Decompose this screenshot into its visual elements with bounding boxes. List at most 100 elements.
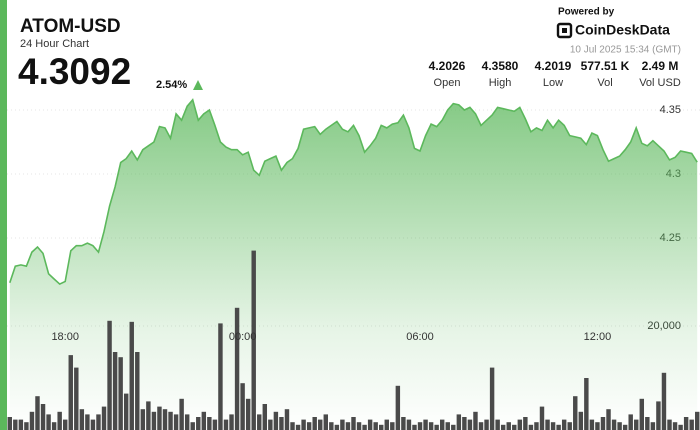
volume-bar [135,352,140,430]
volume-bar [506,422,511,430]
volume-bar [295,424,301,430]
volume-bar [157,406,162,430]
volume-bar [650,422,656,430]
volume-bar [18,419,24,430]
volume-bar [245,398,251,430]
x-tick-label: 18:00 [51,331,79,343]
volume-bar [218,323,223,430]
volume-bar [240,383,245,430]
volume-bar [678,424,683,430]
volume-bar [35,396,40,430]
x-tick-label: 12:00 [584,331,612,343]
accent-bar [0,0,7,430]
volume-bar [273,411,279,430]
x-tick-label: 06:00 [406,331,434,343]
volume-bar [151,411,157,430]
volume-bar [340,419,345,430]
volume-bar [639,398,645,430]
volume-bar [362,424,367,430]
volume-bar [212,419,218,430]
volume-bar [500,424,506,430]
volume-bar [112,352,118,430]
volume-bar [523,417,528,430]
powered-by: Powered by [558,7,615,18]
brand-logo [556,22,573,39]
volume-bar [417,422,423,430]
volume-bar [584,378,589,430]
volume-bar [262,404,268,430]
volume-bar [545,419,550,430]
volume-bar [484,419,489,430]
volume-bar [334,424,340,430]
volume-bar [318,419,323,430]
volume-bar [140,409,146,430]
volume-bar [556,424,561,430]
volume-bar [473,411,478,430]
volume-bar [589,419,595,430]
volume-bar [74,367,79,430]
volume-bar [329,422,334,430]
volume-bar [517,419,523,430]
volume-bar [201,411,207,430]
x-tick-label: 00:00 [229,331,257,343]
volume-bar [301,419,306,430]
volume-bar [672,422,678,430]
volume-bar [179,398,184,430]
volume-bar [645,417,650,430]
volume-bar [423,419,428,430]
volume-bar [173,414,179,430]
stat-label: Vol [597,77,612,89]
volume-bar [412,424,417,430]
volume-bar [85,414,90,430]
stat-label: Vol USD [639,77,681,89]
volume-bar [207,417,212,430]
volume-bar [395,385,401,430]
volume-bar [129,321,134,430]
volume-bar [284,409,290,430]
volume-bar [373,422,378,430]
volume-bar [683,417,689,430]
y-tick-label: 4.35 [660,104,681,116]
volume-bar [439,419,445,430]
volume-bar [428,422,434,430]
volume-bar [695,411,700,430]
volume-bar [539,406,545,430]
volume-bar [312,417,317,430]
volume-bar [462,417,467,430]
volume-bar [567,422,572,430]
symbol: ATOM-USD [20,16,121,37]
volume-bar [13,419,18,430]
stat-value: 4.3580 [482,59,519,73]
area-fill [9,99,698,430]
volume-bar [390,422,395,430]
volume-bar [90,419,96,430]
volume-bar [617,422,622,430]
subtitle: 24 Hour Chart [20,38,89,50]
stat-label: Open [434,77,461,89]
volume-bar [62,419,68,430]
stats: 4.2026 Open 4.3580 High 4.2019 Low 577.51 K Vol… [429,59,681,89]
volume-bar [7,417,12,430]
volume-bar [107,320,112,430]
volume-bar [434,424,439,430]
price: 4.3092 [18,51,131,92]
volume-bar [478,422,484,430]
change: 2.54% [156,79,187,91]
volume-bar [168,411,173,430]
stat-value: 577.51 K [581,59,630,73]
volume-bar [323,414,328,430]
stat-value: 4.2019 [535,59,572,73]
volume-bar [57,411,62,430]
volume-bar [184,414,190,430]
volume-bar [118,357,123,430]
volume-bar [534,422,539,430]
volume-bar [79,409,85,430]
volume-bar [622,424,628,430]
volume-bar [467,419,473,430]
volume-bar [406,419,412,430]
volume-bar [451,424,456,430]
volume-bar [384,419,389,430]
volume-bar [445,422,450,430]
volume-bar [51,422,57,430]
